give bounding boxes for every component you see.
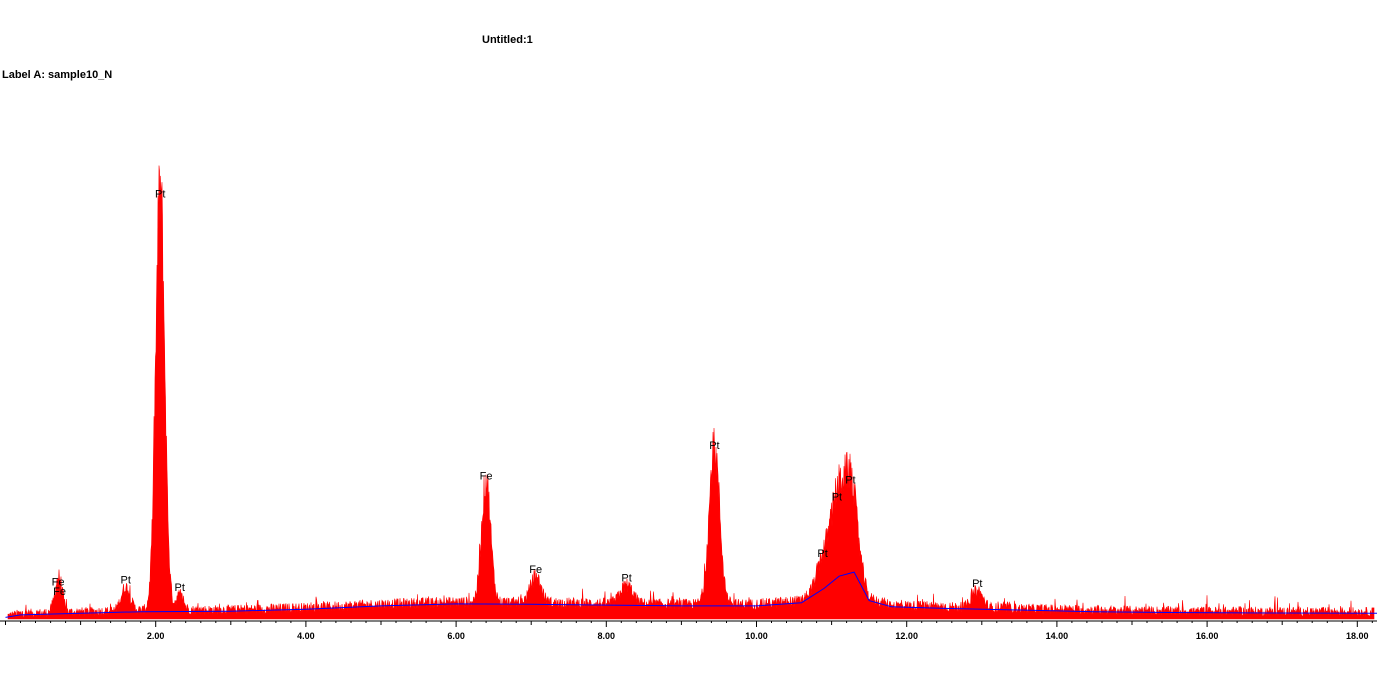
peak-label: Fe [52,577,65,589]
x-tick-label: 4.00 [297,631,315,641]
spectrum-layer [7,165,1375,620]
peak-label: Fe [480,471,493,483]
x-tick-label: 8.00 [598,631,616,641]
peak-label: Pt [832,492,842,504]
x-tick-label: 18.00 [1346,631,1369,641]
x-tick-label: 10.00 [745,631,768,641]
peak-label: Pt [972,578,982,590]
peak-label: Pt [817,548,827,560]
x-tick-label: 6.00 [447,631,465,641]
peak-label: Fe [529,564,542,576]
peak-label: Pt [709,440,719,452]
peak-label: Pt [155,189,165,201]
spectrum-area [7,165,1375,620]
peak-label: Fe [53,586,66,598]
x-tick-label: 12.00 [895,631,918,641]
x-tick-label: 2.00 [147,631,165,641]
x-axis: 2.00 4.00 6.00 8.00 10.00 12.00 14.00 16.00 18.0… [0,620,1377,641]
sample-label: Label A: sample10_N [2,69,113,81]
chart-title: Untitled:1 [482,34,533,46]
x-tick-label: 14.00 [1046,631,1069,641]
background-fit-line [5,571,1377,618]
peak-label: Pt [174,582,184,594]
background-fit-layer [5,571,1377,618]
x-tick-label: 16.00 [1196,631,1219,641]
peak-label: Pt [845,475,855,487]
peak-label: Pt [120,575,130,587]
peak-label: Pt [621,572,631,584]
